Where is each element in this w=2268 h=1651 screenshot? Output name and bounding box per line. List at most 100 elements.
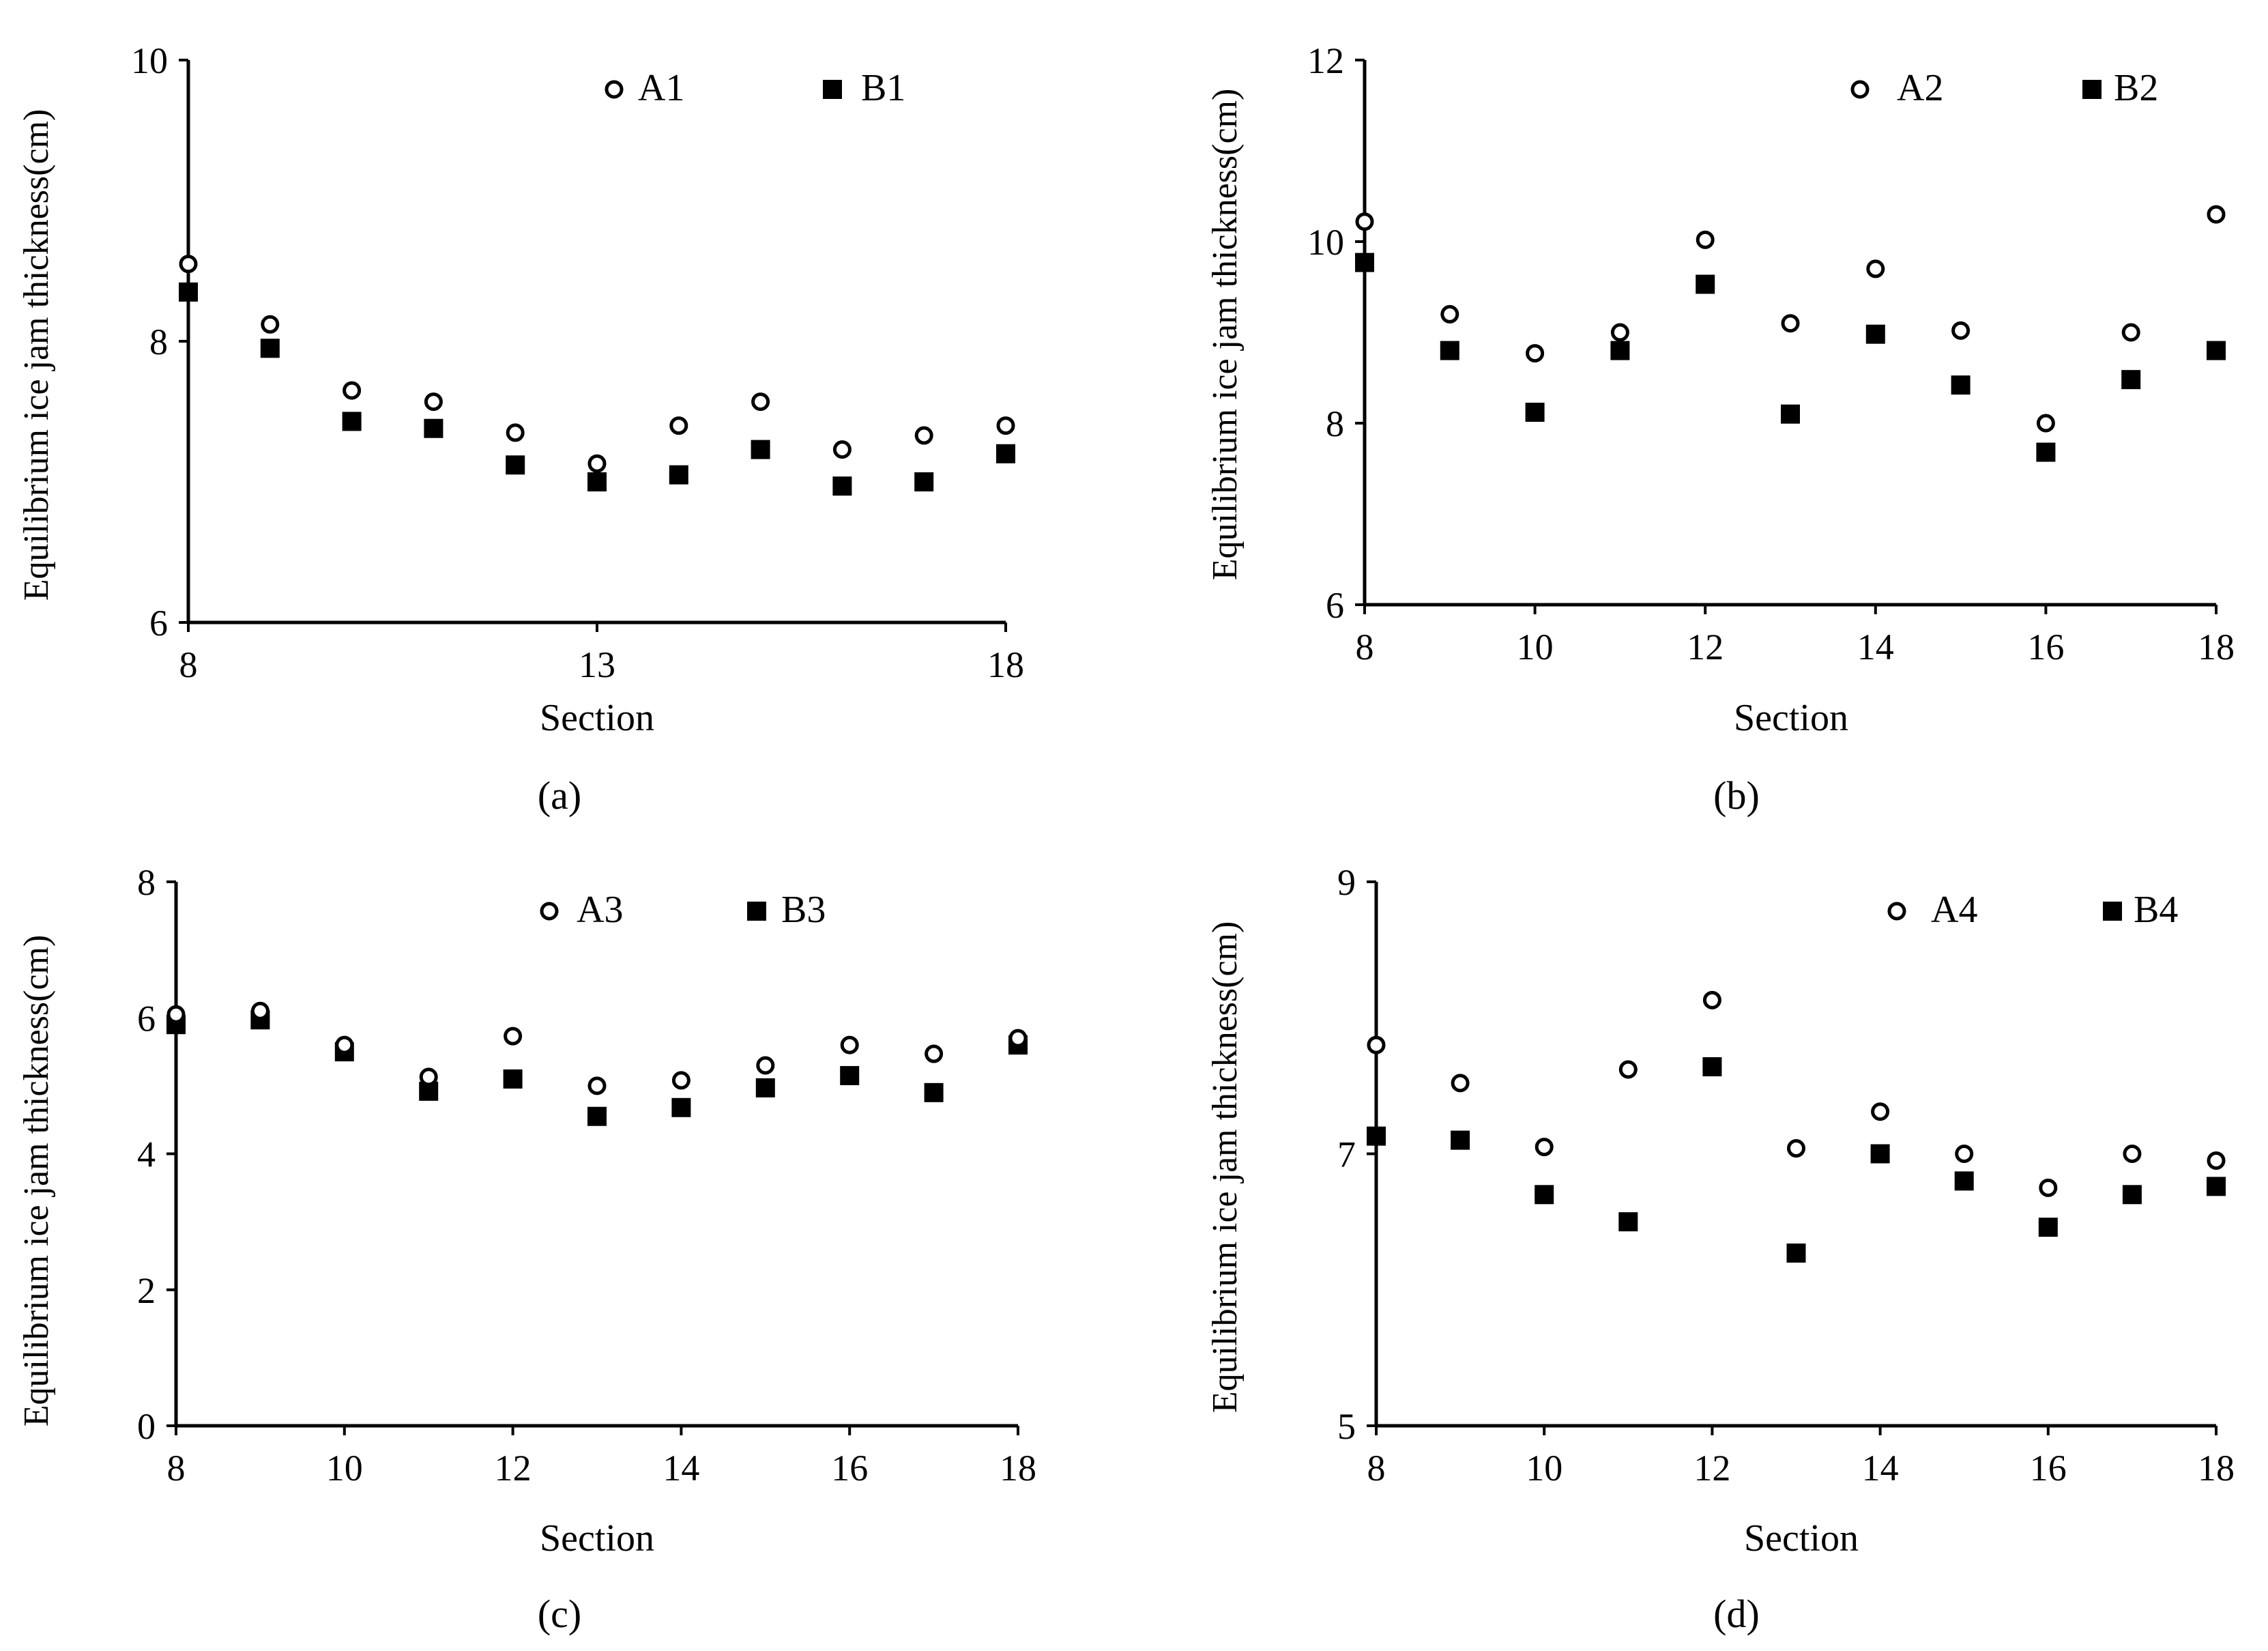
x-tick-label: 14	[663, 1448, 699, 1489]
data-point-a2	[2207, 205, 2226, 224]
data-point-a4	[1787, 1139, 1805, 1158]
legend-label-a3: A3	[577, 889, 623, 931]
y-tick-label: 2	[137, 1270, 156, 1311]
data-point-a1	[424, 392, 443, 412]
data-point-a1	[261, 315, 280, 334]
legend-label-a2: A2	[1897, 67, 1943, 109]
x-tick-label: 8	[1367, 1448, 1386, 1489]
data-point-b1	[832, 476, 852, 496]
data-point-a3	[925, 1044, 944, 1063]
data-point-a3	[1008, 1029, 1028, 1048]
data-point-a4	[2207, 1151, 2226, 1170]
data-point-b1	[342, 412, 362, 431]
legend-label-a4: A4	[1931, 889, 1977, 931]
y-tick-label: 0	[137, 1406, 156, 1447]
data-point-a2	[1696, 230, 1715, 249]
data-point-b4	[2122, 1185, 2142, 1205]
data-point-a1	[669, 416, 688, 435]
legend-label-a1: A1	[638, 67, 684, 109]
data-point-b3	[840, 1065, 860, 1085]
data-point-b2	[1525, 403, 1545, 422]
y-tick-label: 4	[137, 1134, 156, 1175]
legend-marker-b1	[823, 80, 842, 99]
data-point-b2	[2036, 442, 2056, 462]
data-point-a2	[2036, 414, 2055, 433]
legend: A2 B2	[1850, 67, 2158, 109]
x-tick-label: 14	[1862, 1448, 1899, 1489]
data-point-b1	[587, 472, 607, 491]
x-tick-label: 13	[579, 644, 615, 685]
y-tick-label: 10	[1307, 222, 1344, 263]
legend-marker-a2	[1850, 80, 1870, 99]
x-axis-label: Section	[1734, 697, 1848, 739]
data-point-a3	[335, 1035, 354, 1054]
data-point-b4	[2038, 1218, 2058, 1237]
x-tick-label: 8	[179, 644, 198, 685]
data-point-b1	[914, 472, 934, 491]
data-point-b2	[2207, 341, 2226, 360]
legend-label-b2: B2	[2114, 67, 2158, 109]
legend-label-b3: B3	[781, 889, 826, 931]
x-tick-label: 16	[2027, 627, 2064, 667]
data-point-a4	[1871, 1102, 1890, 1121]
x-tick-label: 18	[2198, 627, 2235, 667]
panel-label: (b)	[1713, 773, 1760, 818]
data-point-b2	[1696, 274, 1715, 294]
y-tick-label: 7	[1337, 1134, 1356, 1175]
legend-marker-b3	[747, 902, 766, 921]
legend: A4 B4	[1887, 889, 2178, 931]
chart-panel-b: Equilibrium ice jam thickness(cm) Sectio…	[1206, 40, 2235, 818]
data-point-b3	[587, 1106, 607, 1126]
data-point-a1	[506, 423, 525, 442]
y-axis-label: Equilibrium ice jam thickness(cm)	[17, 109, 56, 601]
data-point-a3	[840, 1035, 859, 1054]
data-point-b3	[924, 1082, 944, 1102]
x-axis-label: Section	[540, 1517, 654, 1560]
x-axis-label: Section	[1744, 1517, 1859, 1560]
data-point-b1	[260, 339, 280, 358]
x-tick-label: 10	[1517, 627, 1554, 667]
chart-panel-c: Equilibrium ice jam thickness(cm) Sectio…	[17, 862, 1036, 1636]
data-point-a4	[1451, 1074, 1470, 1093]
data-point-a2	[2121, 323, 2140, 342]
y-tick-label: 10	[131, 40, 168, 81]
legend: A3 B3	[540, 889, 826, 931]
data-point-a1	[343, 381, 362, 400]
data-point-a3	[166, 1005, 186, 1024]
data-point-a3	[419, 1067, 438, 1087]
y-tick-label: 9	[1337, 862, 1356, 903]
data-point-b3	[755, 1078, 775, 1097]
data-point-a3	[504, 1027, 523, 1046]
data-point-b4	[2207, 1177, 2226, 1196]
data-point-a2	[1355, 212, 1374, 231]
chart-panel-a: Equilibrium ice jam thickness(cm) Sectio…	[17, 40, 1024, 818]
data-point-b2	[1781, 404, 1800, 424]
y-tick-label: 6	[1326, 585, 1344, 626]
y-tick-label: 12	[1307, 40, 1344, 81]
data-point-a2	[1526, 344, 1545, 363]
data-point-a2	[1440, 304, 1459, 324]
data-point-a1	[587, 454, 607, 473]
x-tick-label: 18	[987, 644, 1024, 685]
x-tick-label: 8	[1356, 627, 1374, 667]
y-tick-label: 6	[149, 603, 168, 644]
data-point-a4	[1955, 1145, 1974, 1163]
x-tick-label: 12	[1687, 627, 1724, 667]
data-point-a3	[671, 1071, 690, 1090]
data-point-b1	[179, 282, 198, 302]
data-point-a4	[1535, 1138, 1554, 1157]
x-tick-label: 14	[1857, 627, 1894, 667]
y-tick-label: 8	[149, 321, 168, 362]
data-point-a4	[1618, 1060, 1638, 1079]
data-point-b1	[506, 455, 525, 475]
data-point-b4	[1702, 1057, 1722, 1076]
data-point-b3	[503, 1069, 523, 1089]
data-point-a3	[250, 1001, 270, 1020]
y-axis-label: Equilibrium ice jam thickness(cm)	[1206, 89, 1245, 581]
data-point-b2	[1355, 253, 1374, 272]
data-point-a1	[996, 416, 1015, 435]
y-axis-label: Equilibrium ice jam thickness(cm)	[17, 935, 56, 1427]
x-tick-label: 18	[1000, 1448, 1036, 1489]
data-point-b1	[751, 440, 770, 459]
